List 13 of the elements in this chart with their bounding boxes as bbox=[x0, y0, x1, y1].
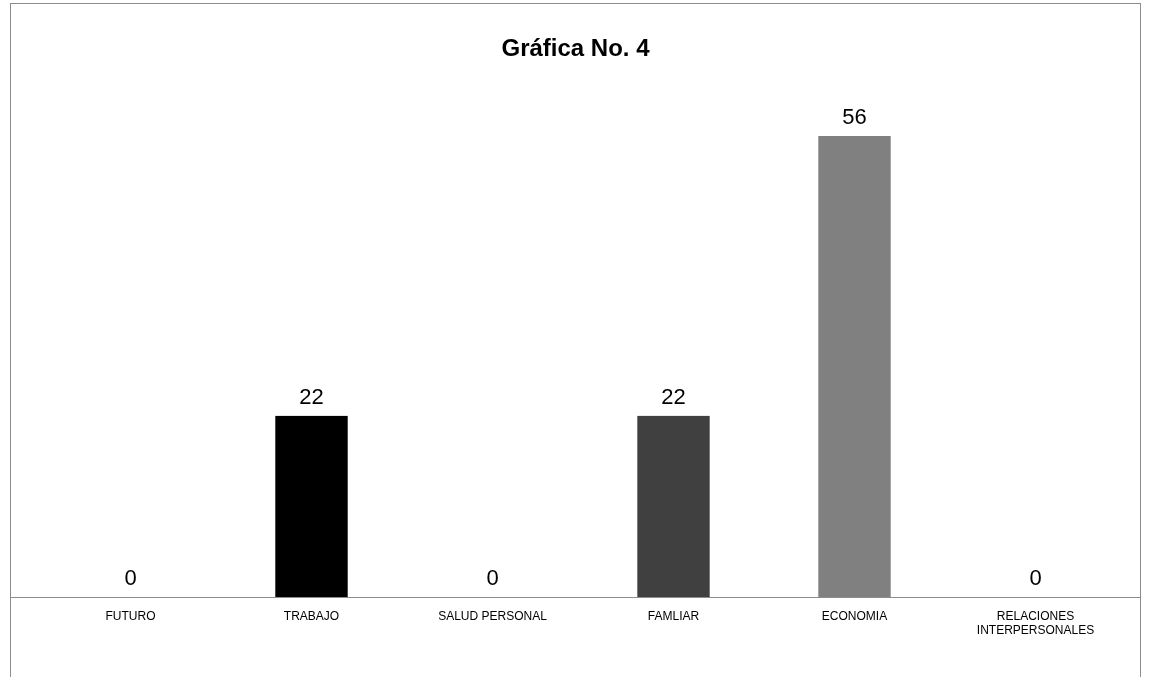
data-label: 56 bbox=[842, 104, 867, 129]
data-label: 0 bbox=[486, 565, 499, 590]
data-label: 0 bbox=[124, 565, 137, 590]
data-label: 0 bbox=[1029, 565, 1042, 590]
x-tick-label: FAMLIAR bbox=[647, 609, 700, 623]
x-tick-label: RELACIONES INTERPERSONALES bbox=[976, 609, 1095, 637]
x-tick-label: TRABAJO bbox=[283, 609, 340, 623]
x-tick-label: ECONOMIA bbox=[821, 609, 888, 623]
data-label: 22 bbox=[661, 383, 686, 409]
data-label: 22 bbox=[299, 383, 324, 409]
x-tick-label: SALUD PERSONAL bbox=[438, 609, 548, 623]
chart-title: Gráfica No. 4 bbox=[501, 34, 651, 61]
x-tick-label: FUTURO bbox=[105, 609, 156, 623]
